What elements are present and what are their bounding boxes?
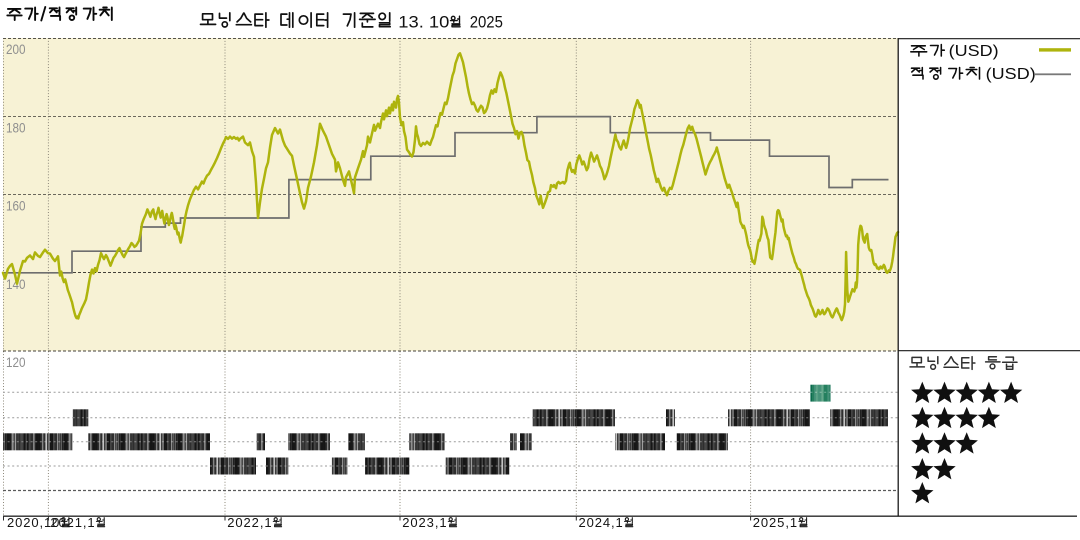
svg-text:2020,10: 2020,10 <box>7 515 60 530</box>
svg-text:2022,1: 2022,1 <box>227 515 272 530</box>
svg-text:(USD): (USD) <box>949 43 999 60</box>
svg-text:2021,1: 2021,1 <box>50 515 95 530</box>
svg-text:200: 200 <box>6 41 26 57</box>
svg-text:2023,1: 2023,1 <box>402 515 447 530</box>
svg-text:160: 160 <box>6 198 26 214</box>
svg-text:2024,1: 2024,1 <box>579 515 624 530</box>
svg-text:(USD): (USD) <box>986 66 1036 83</box>
svg-text:120: 120 <box>6 354 26 370</box>
svg-text:2025: 2025 <box>470 14 503 32</box>
svg-text:13. 10: 13. 10 <box>398 14 449 32</box>
svg-text:2025,1: 2025,1 <box>753 515 798 530</box>
svg-text:180: 180 <box>6 119 26 135</box>
